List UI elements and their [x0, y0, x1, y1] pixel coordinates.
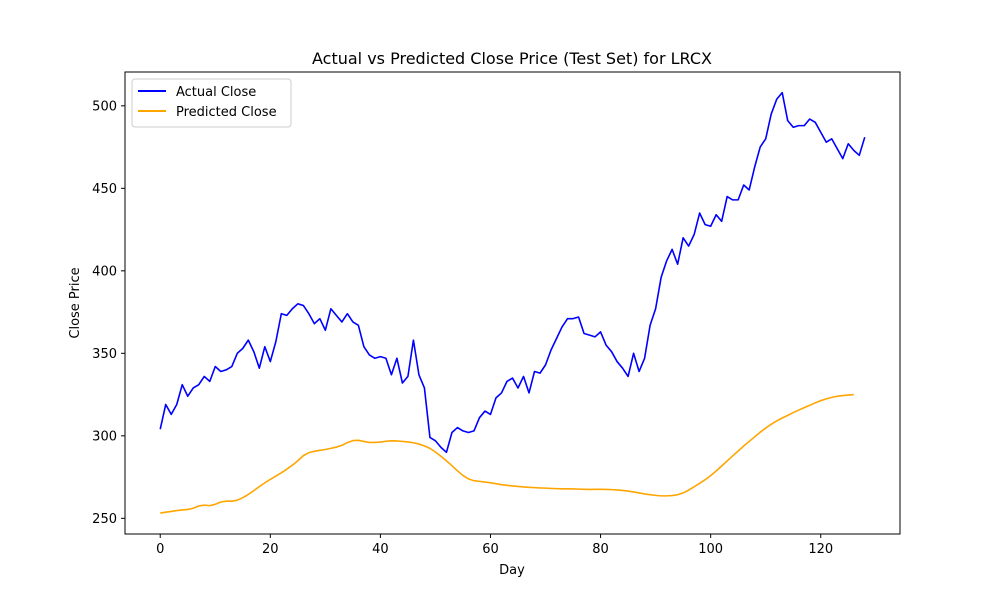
plot-area — [124, 71, 901, 535]
x-tick-label: 0 — [156, 542, 164, 557]
series-line-predicted-close — [160, 393, 854, 514]
y-tick-label: 400 — [92, 264, 117, 279]
x-axis-title: Day — [499, 563, 525, 578]
y-tick-label: 350 — [92, 347, 117, 362]
y-tick-label: 450 — [92, 182, 117, 197]
y-tick-label: 300 — [92, 429, 117, 444]
x-tick-label: 80 — [592, 542, 609, 557]
y-axis: 250 300 350 400 450 500 — [92, 99, 125, 527]
x-tick-label: 60 — [482, 542, 499, 557]
x-tick-label: 120 — [808, 542, 833, 557]
legend-box — [131, 78, 292, 128]
series-layer — [159, 91, 866, 514]
legend-label-actual-close: Actual Close — [176, 85, 256, 100]
y-axis-title: Close Price — [68, 267, 83, 338]
x-tick-label: 40 — [372, 542, 389, 557]
legend-label-predicted-close: Predicted Close — [176, 105, 277, 120]
y-tick-label: 250 — [92, 512, 117, 527]
x-tick-label: 100 — [698, 542, 723, 557]
series-line-actual-close — [159, 91, 866, 454]
chart-title: Actual vs Predicted Close Price (Test Se… — [312, 49, 712, 68]
x-tick-label: 20 — [262, 542, 279, 557]
x-axis: 0 20 40 60 80 100 120 — [156, 534, 833, 557]
y-tick-label: 500 — [92, 99, 117, 114]
legend: Actual Close Predicted Close — [131, 78, 292, 128]
